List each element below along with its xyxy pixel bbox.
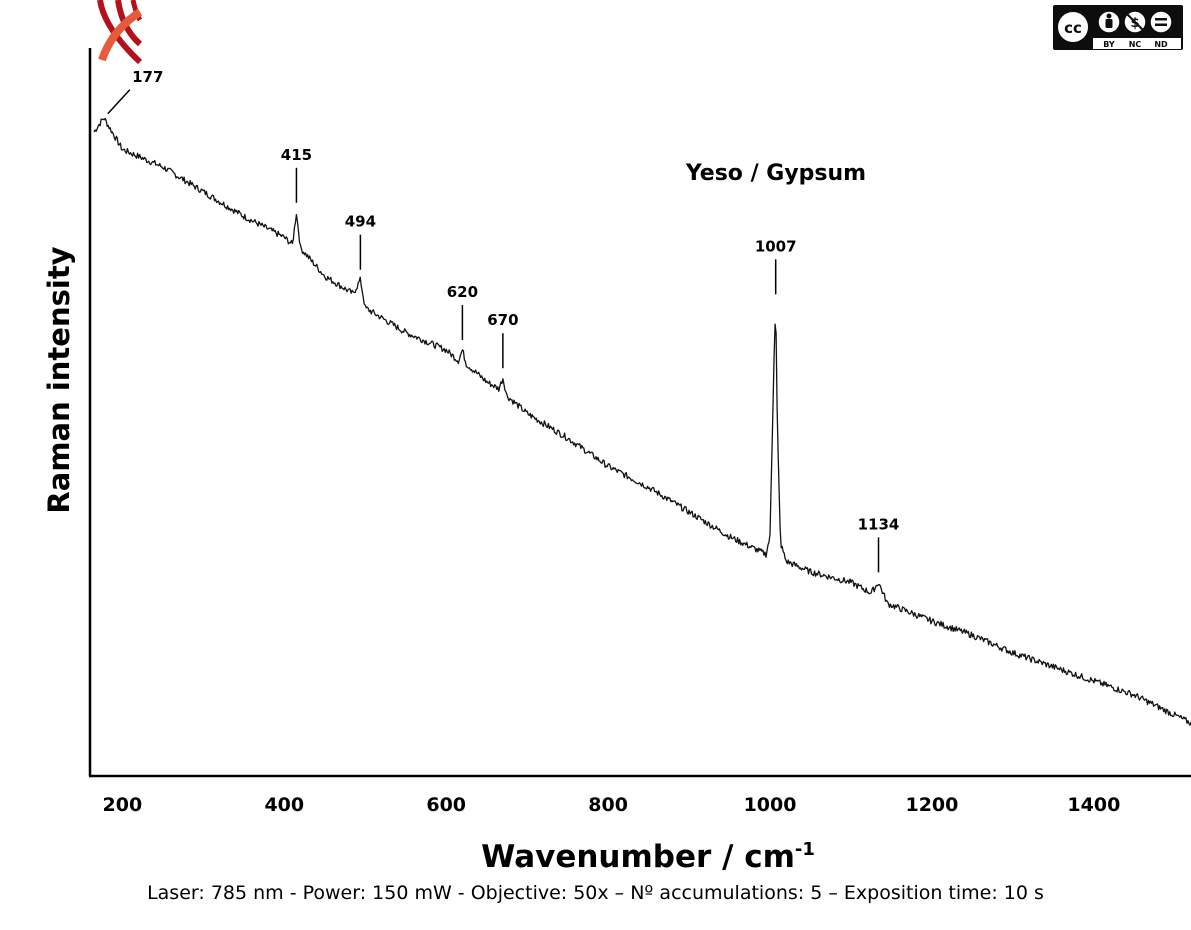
cc-icon [1056, 10, 1090, 44]
x-axis-title-main: Wavenumber / cm [481, 839, 795, 875]
acquisition-caption: Laser: 785 nm - Power: 150 mW - Objectiv… [147, 882, 1044, 904]
x-axis-title-superscript: -1 [795, 839, 815, 860]
cc-license-badge: cc $ BY NC ND [1053, 5, 1183, 50]
x-tick-label: 400 [264, 794, 304, 816]
cc-badge-graphic: cc $ BY NC ND [1056, 10, 1181, 49]
cc-label-nd: ND [1154, 40, 1168, 49]
peak-label: 1134 [858, 515, 900, 533]
peak-annotations: 177 415 494 620 670 1007 1134 [107, 68, 900, 573]
x-tick-label: 1000 [744, 794, 797, 816]
x-tick-label: 1200 [905, 794, 958, 816]
x-tick-label: 1400 [1067, 794, 1120, 816]
peak-label: 177 [132, 68, 163, 86]
nd-equals-icon [1149, 10, 1173, 34]
x-axis-title: Wavenumber / cm-1 [481, 839, 815, 875]
chart-title: Yeso / Gypsum [685, 161, 866, 186]
x-tick-label: 200 [103, 794, 143, 816]
svg-text:$: $ [1130, 16, 1139, 31]
spectrum-line [93, 117, 1191, 726]
peak-label: 1007 [755, 237, 797, 255]
cc-label-by: BY [1103, 40, 1115, 49]
x-tick-label: 600 [426, 794, 466, 816]
cc-label-nc: NC [1129, 40, 1142, 49]
peak-label: 670 [487, 311, 518, 329]
peak-leader-line [107, 89, 131, 115]
peak-label: 620 [447, 283, 478, 301]
series-group [93, 117, 1191, 726]
x-tick-labels: 200 400 600 800 1000 1200 1400 [103, 794, 1121, 816]
peak-label: 415 [281, 146, 312, 164]
y-axis-title: Raman intensity [42, 246, 76, 513]
red-stripes-logo [97, 0, 143, 65]
svg-text:cc: cc [1064, 19, 1082, 37]
x-tick-label: 800 [588, 794, 628, 816]
peak-label: 494 [345, 213, 376, 231]
